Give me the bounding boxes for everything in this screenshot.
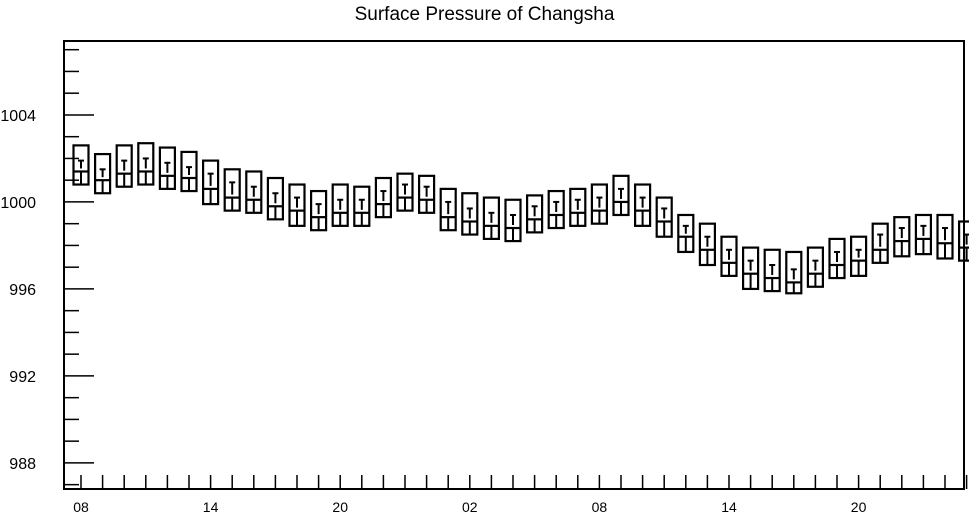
x-tick-label: 14 bbox=[203, 499, 219, 515]
y-tick-label: 996 bbox=[9, 282, 36, 299]
y-axis: 988 992 996 1000 1004 bbox=[0, 48, 94, 486]
box-series bbox=[72, 142, 969, 295]
box bbox=[763, 248, 781, 293]
x-axis: 081420020814200208 bbox=[73, 475, 968, 515]
x-tick-label: 20 bbox=[332, 499, 348, 515]
y-tick-label: 1000 bbox=[0, 195, 36, 212]
x-tick-label: 08 bbox=[592, 499, 608, 515]
plot-frame bbox=[63, 40, 965, 490]
box bbox=[461, 192, 479, 236]
y-tick-label: 1004 bbox=[0, 108, 36, 125]
chart-title: Surface Pressure of Changsha bbox=[354, 4, 615, 25]
x-tick-label: 14 bbox=[721, 499, 737, 515]
x-tick-label: 20 bbox=[851, 499, 867, 515]
y-tick-label: 988 bbox=[9, 456, 36, 473]
x-tick-label: 08 bbox=[73, 499, 89, 515]
x-tick-label: 02 bbox=[462, 499, 478, 515]
y-tick-label: 992 bbox=[9, 369, 36, 386]
